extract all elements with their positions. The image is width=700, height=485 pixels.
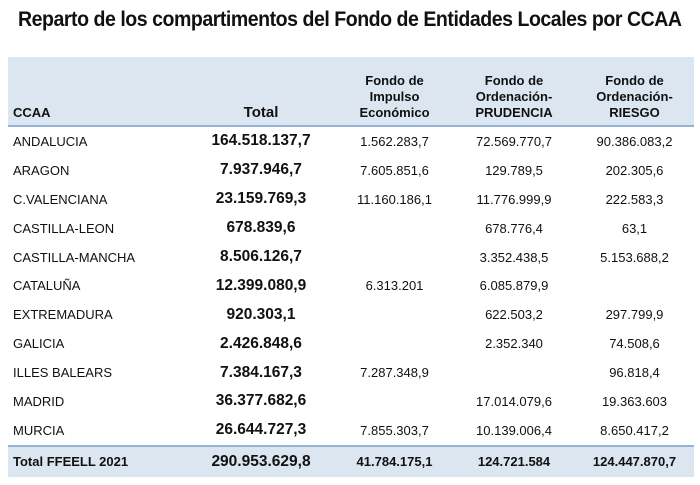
cell-ccaa: ANDALUCIA xyxy=(13,133,88,149)
cell-riesgo: 8.650.417,2 xyxy=(600,422,669,438)
cell-total: 920.303,1 xyxy=(226,305,296,323)
cell-impulso xyxy=(336,300,453,329)
cell-ccaa: GALICIA xyxy=(13,336,65,352)
cell-prudencia: 678.776,4 xyxy=(485,220,543,236)
cell-total: 7.937.946,7 xyxy=(220,161,302,179)
cell-total: 678.839,6 xyxy=(226,219,296,237)
table-row: ANDALUCIA 164.518.137,7 1.562.283,7 72.569.… xyxy=(8,126,694,156)
cell-impulso: 7.855.303,7 xyxy=(360,422,429,438)
cell-prudencia: 129.789,5 xyxy=(485,162,543,178)
cell-total: 164.518.137,7 xyxy=(211,132,311,150)
cell-impulso: 41.784.175,1 xyxy=(356,454,433,470)
cell-ccaa: MURCIA xyxy=(13,422,65,438)
column-header-total: Total xyxy=(243,104,279,121)
cell-prudencia: 11.776.999,9 xyxy=(476,191,552,207)
cell-riesgo: 297.799,9 xyxy=(605,307,664,323)
cell-total: 7.384.167,3 xyxy=(220,363,302,381)
table-header-row: CCAA Total Fondo de Impulso Económico Fo… xyxy=(8,57,694,126)
page-title: Reparto de los compartimentos del Fondo … xyxy=(18,8,682,31)
header-line: Económico xyxy=(359,105,430,120)
cell-ccaa: ILLES BALEARS xyxy=(13,365,112,381)
column-header-riesgo: Fondo de Ordenación- RIESGO xyxy=(575,57,694,126)
table-row: CATALUÑA 12.399.080,9 6.313.201 6.085.879,9 xyxy=(8,271,694,300)
cell-prudencia: 17.014.079,6 xyxy=(476,393,552,409)
cell-ccaa: EXTREMADURA xyxy=(13,307,113,323)
header-line: RIESGO xyxy=(609,105,660,120)
cell-total: 23.159.769,3 xyxy=(215,190,307,208)
total-row: Total FFEELL 2021 290.953.629,8 41.784.1… xyxy=(8,445,694,477)
header-line: Ordenación- xyxy=(475,89,553,104)
cell-riesgo: 19.363.603 xyxy=(601,393,668,409)
cell-ccaa: Total FFEELL 2021 xyxy=(13,454,129,470)
cell-impulso: 6.313.201 xyxy=(365,278,424,294)
cell-impulso: 1.562.283,7 xyxy=(360,133,429,149)
cell-impulso xyxy=(336,329,453,358)
cell-riesgo: 124.447.870,7 xyxy=(592,454,677,470)
cell-riesgo: 222.583,3 xyxy=(605,191,664,207)
table-row: MADRID 36.377.682,6 17.014.079,6 19.363.603 xyxy=(8,387,694,416)
header-line: Fondo de xyxy=(365,73,424,88)
table-row: CASTILLA-LEON 678.839,6 678.776,4 63,1 xyxy=(8,214,694,243)
cell-total: 36.377.682,6 xyxy=(215,392,307,410)
cell-impulso xyxy=(336,214,453,243)
cell-ccaa: MADRID xyxy=(13,393,65,409)
cell-total: 2.426.848,6 xyxy=(220,334,302,352)
cell-prudencia: 10.139.006,4 xyxy=(476,422,552,438)
column-header-ccaa: CCAA xyxy=(13,105,51,120)
cell-ccaa: C.VALENCIANA xyxy=(13,191,108,207)
cell-prudencia: 2.352.340 xyxy=(485,336,543,352)
cell-prudencia: 3.352.438,5 xyxy=(479,249,549,265)
cell-riesgo xyxy=(575,271,694,300)
table-row: EXTREMADURA 920.303,1 622.503,2 297.799,9 xyxy=(8,300,694,329)
cell-ccaa: CASTILLA-LEON xyxy=(13,220,115,236)
cell-total: 26.644.727,3 xyxy=(215,421,307,439)
column-header-impulso: Fondo de Impulso Económico xyxy=(336,57,453,126)
cell-riesgo: 5.153.688,2 xyxy=(600,249,669,265)
cell-impulso: 11.160.186,1 xyxy=(357,191,432,207)
cell-total: 12.399.080,9 xyxy=(215,276,307,294)
cell-ccaa: ARAGON xyxy=(13,162,70,178)
cell-prudencia: 622.503,2 xyxy=(485,307,543,323)
cell-prudencia: 72.569.770,7 xyxy=(476,133,552,149)
table-row: CASTILLA-MANCHA 8.506.126,7 3.352.438,5 5.1… xyxy=(8,243,694,272)
cell-total: 8.506.126,7 xyxy=(220,248,302,265)
cell-prudencia: 6.085.879,9 xyxy=(479,278,549,294)
cell-riesgo: 96.818,4 xyxy=(609,365,660,381)
table-row: GALICIA 2.426.848,6 2.352.340 74.508,6 xyxy=(8,329,694,358)
table-row: ARAGON 7.937.946,7 7.605.851,6 129.789,5 202… xyxy=(8,156,694,185)
column-header-prudencia: Fondo de Ordenación- PRUDENCIA xyxy=(453,57,575,126)
cell-prudencia: 124.721.584 xyxy=(477,454,551,470)
header-line: Fondo de xyxy=(605,73,664,88)
cell-riesgo: 90.386.083,2 xyxy=(596,133,673,149)
distribution-table: CCAA Total Fondo de Impulso Económico Fo… xyxy=(8,57,694,477)
header-line: Fondo de xyxy=(484,73,544,88)
header-line: Ordenación- xyxy=(596,89,673,104)
cell-impulso xyxy=(336,387,453,416)
cell-impulso xyxy=(336,243,453,272)
table-row: ILLES BALEARS 7.384.167,3 7.287.348,9 96.81… xyxy=(8,358,694,387)
cell-ccaa: CASTILLA-MANCHA xyxy=(13,249,136,265)
cell-riesgo: 202.305,6 xyxy=(605,162,664,178)
cell-impulso: 7.605.851,6 xyxy=(360,162,429,178)
cell-impulso: 7.287.348,9 xyxy=(360,365,429,381)
cell-ccaa: CATALUÑA xyxy=(13,278,81,294)
cell-total: 290.953.629,8 xyxy=(211,452,311,470)
cell-prudencia xyxy=(453,358,575,387)
header-line: PRUDENCIA xyxy=(475,105,553,120)
header-line: Impulso xyxy=(369,89,420,104)
table-row: MURCIA 26.644.727,3 7.855.303,7 10.139.006,… xyxy=(8,416,694,446)
cell-riesgo: 63,1 xyxy=(621,220,648,236)
table-row: C.VALENCIANA 23.159.769,3 11.160.186,1 11.7… xyxy=(8,185,694,214)
cell-riesgo: 74.508,6 xyxy=(609,336,660,352)
